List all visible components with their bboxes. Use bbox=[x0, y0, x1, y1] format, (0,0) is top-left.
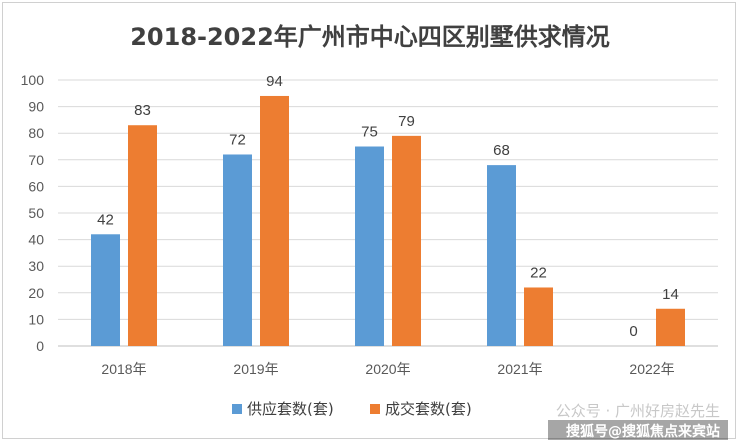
y-tick-label: 40 bbox=[28, 232, 44, 248]
x-tick-label: 2018年 bbox=[101, 361, 146, 377]
bar-sold bbox=[524, 287, 553, 346]
data-label: 72 bbox=[229, 131, 246, 148]
chart-frame bbox=[2, 2, 736, 439]
y-tick-label: 80 bbox=[28, 125, 44, 141]
y-tick-label: 60 bbox=[28, 178, 44, 194]
watermark-backdrop bbox=[548, 420, 728, 440]
bar-supply bbox=[91, 234, 120, 346]
y-tick-label: 0 bbox=[36, 338, 44, 354]
legend: 供应套数(套) 成交套数(套) bbox=[232, 400, 472, 418]
chart-title: 2018-2022年广州市中心四区别墅供求情况 bbox=[130, 23, 610, 51]
legend-label: 成交套数(套) bbox=[385, 400, 472, 418]
data-label: 79 bbox=[398, 113, 415, 130]
bar-sold bbox=[128, 125, 157, 346]
x-tick-label: 2019年 bbox=[233, 361, 278, 377]
data-label: 14 bbox=[662, 286, 679, 303]
bar-sold bbox=[392, 135, 421, 346]
data-label: 22 bbox=[530, 264, 547, 281]
data-label: 94 bbox=[266, 73, 283, 90]
y-tick-label: 100 bbox=[21, 72, 45, 88]
watermark: 公众号 · 广州好房赵先生 搜狐号@搜狐焦点来宾站 bbox=[548, 402, 728, 440]
y-tick-label: 70 bbox=[28, 152, 44, 168]
data-label: 75 bbox=[361, 124, 378, 141]
legend-swatch bbox=[370, 404, 380, 414]
x-tick-label: 2020年 bbox=[365, 361, 410, 377]
data-label: 0 bbox=[629, 323, 637, 340]
legend-swatch bbox=[232, 404, 242, 414]
bar-sold bbox=[260, 95, 289, 347]
bars bbox=[91, 95, 685, 347]
bar-supply bbox=[223, 154, 252, 346]
data-labels: 42 83 72 94 75 79 68 22 0 14 bbox=[97, 73, 679, 340]
y-tick-label: 20 bbox=[28, 285, 44, 301]
x-tick-label: 2021年 bbox=[497, 361, 542, 377]
data-label: 42 bbox=[97, 211, 114, 228]
data-label: 68 bbox=[493, 142, 510, 159]
bar-sold bbox=[656, 308, 685, 346]
y-tick-label: 90 bbox=[28, 99, 44, 115]
legend-label: 供应套数(套) bbox=[247, 400, 334, 418]
bar-supply bbox=[487, 165, 516, 346]
watermark-text-public-account: 公众号 · 广州好房赵先生 bbox=[556, 402, 720, 420]
watermark-text-sohu: 搜狐号@搜狐焦点来宾站 bbox=[566, 423, 720, 440]
data-label: 83 bbox=[134, 102, 151, 119]
x-tick-label: 2022年 bbox=[629, 361, 674, 377]
gridlines bbox=[58, 79, 718, 347]
bar-supply bbox=[355, 146, 384, 346]
y-tick-label: 50 bbox=[28, 205, 44, 221]
y-tick-label: 10 bbox=[28, 311, 44, 327]
y-tick-label: 30 bbox=[28, 258, 44, 274]
x-axis-ticks: 2018年 2019年 2020年 2021年 2022年 bbox=[101, 361, 674, 377]
y-axis-ticks: 0 10 20 30 40 50 60 70 80 90 100 bbox=[21, 72, 45, 354]
